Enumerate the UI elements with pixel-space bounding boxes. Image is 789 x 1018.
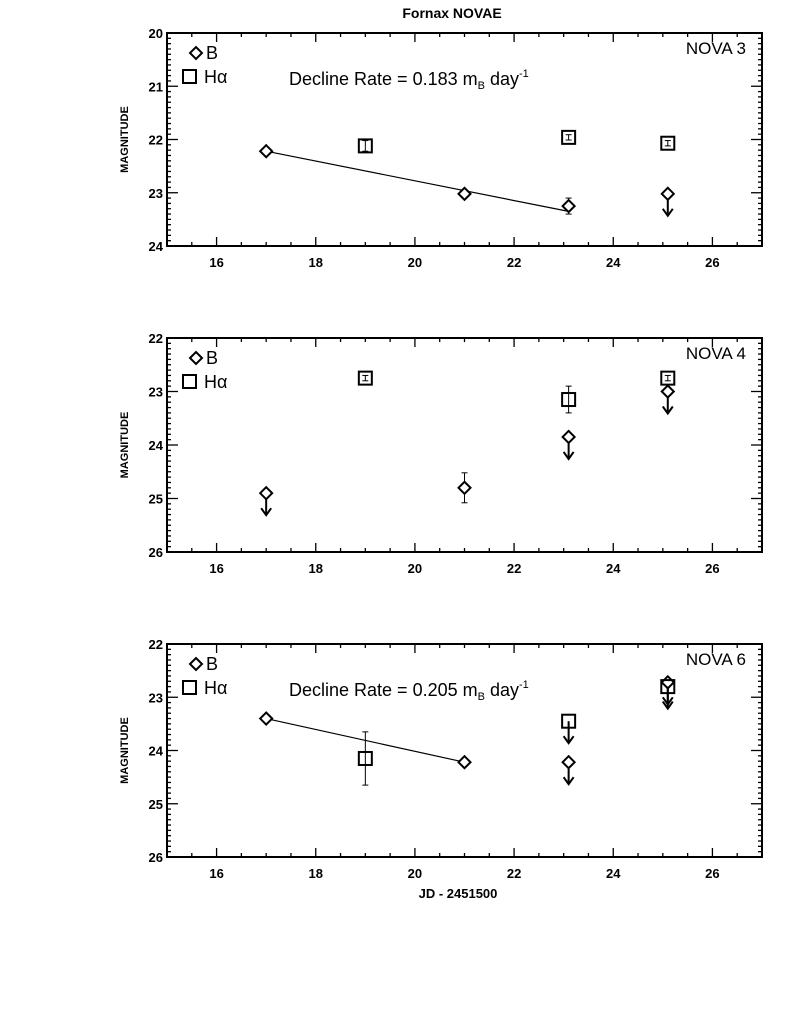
panel-2: 16 18 20 22 24 26 22 23 24 25 26 MAGNITUDE NOVA 4 B Hα: [119, 331, 763, 576]
legend-label-b: B: [206, 654, 218, 674]
x-tick-label: 18: [309, 255, 323, 270]
x-tick-label: 24: [606, 561, 621, 576]
legend-square-marker: [182, 374, 197, 389]
legend-diamond-marker: [188, 350, 204, 366]
b-point: [258, 143, 274, 159]
x-tick-label: 18: [309, 866, 323, 881]
upper-limit-arrowhead: [260, 507, 272, 517]
b-point: [660, 674, 676, 690]
y-tick-label: 25: [149, 797, 163, 812]
b-point: [660, 384, 676, 399]
x-tick-label: 20: [408, 866, 422, 881]
upper-limit-arrowhead: [661, 405, 674, 416]
y-axis-label: MAGNITUDE: [119, 717, 131, 784]
b-point: [660, 186, 676, 202]
b-point: [457, 754, 472, 770]
halpha-point: [561, 713, 577, 729]
halpha-point: [660, 135, 676, 151]
halpha-point: [357, 138, 373, 154]
y-tick-label: 23: [149, 385, 163, 400]
b-point: [561, 754, 577, 770]
y-tick-label: 22: [149, 133, 163, 148]
b-point: [258, 485, 274, 501]
upper-limit-arrowhead: [562, 451, 575, 461]
upper-limit-arrowhead: [661, 701, 674, 711]
y-tick-label: 25: [149, 492, 163, 507]
y-tick-label: 23: [149, 186, 163, 201]
halpha-point: [357, 370, 373, 386]
x-axis-label: JD - 2451500: [419, 886, 498, 901]
panel-label: NOVA 6: [686, 650, 746, 669]
decline-rate-text: Decline Rate = 0.205 mB day-1: [289, 679, 529, 703]
fit-line: [266, 150, 569, 212]
halpha-point: [357, 750, 373, 766]
legend-square-marker: [182, 680, 197, 695]
y-tick-label: 22: [149, 637, 163, 652]
y-tick-label: 22: [149, 331, 163, 346]
x-tick-label: 24: [606, 255, 621, 270]
b-point: [561, 198, 577, 214]
x-tick-label: 22: [507, 561, 521, 576]
x-tick-label: 20: [408, 561, 422, 576]
plot-frame: [166, 643, 763, 858]
panel-label: NOVA 4: [686, 344, 746, 363]
b-point: [457, 480, 472, 496]
y-tick-label: 26: [149, 850, 163, 865]
legend-label-b: B: [206, 43, 218, 63]
y-axis-label: MAGNITUDE: [119, 412, 131, 479]
x-tick-label: 24: [606, 866, 621, 881]
y-tick-label: 26: [149, 545, 163, 560]
panel-3: 16 18 20 22 24 26 22 23 24 25 26 MAGNITUDE NOVA 6 B Hα…: [119, 637, 763, 881]
x-tick-label: 22: [507, 866, 521, 881]
halpha-point: [561, 129, 577, 145]
x-tick-label: 22: [507, 255, 521, 270]
panel-label: NOVA 3: [686, 39, 746, 58]
x-tick-label: 26: [705, 255, 719, 270]
x-tick-label: 16: [209, 561, 223, 576]
legend-label-b: B: [206, 348, 218, 368]
upper-limit-arrowhead: [562, 776, 575, 786]
y-tick-label: 20: [149, 26, 163, 41]
plot-frame: [166, 337, 763, 553]
legend-diamond-marker: [188, 45, 204, 61]
halpha-point: [660, 370, 676, 386]
upper-limit-arrowhead: [661, 208, 674, 218]
panel-1: 16 18 20 22 24 26 20 21 22 23 24 MAGNITUDE NOVA 3 B Hα…: [119, 26, 763, 270]
halpha-point: [660, 679, 676, 695]
legend-diamond-marker: [188, 656, 204, 672]
x-tick-label: 16: [209, 866, 223, 881]
upper-limit-arrowhead: [562, 735, 575, 745]
b-point: [561, 429, 577, 445]
halpha-point: [561, 392, 577, 408]
x-tick-label: 20: [408, 255, 422, 270]
b-point: [258, 711, 274, 726]
x-tick-label: 26: [705, 866, 719, 881]
legend-square-marker: [182, 69, 197, 84]
decline-rate-text: Decline Rate = 0.183 mB day-1: [289, 68, 529, 92]
figure-title: Fornax NOVAE: [402, 5, 501, 21]
y-tick-label: 24: [149, 438, 164, 453]
x-tick-label: 16: [209, 255, 223, 270]
panels: 16 18 20 22 24 26 20 21 22 23 24 MAGNITUDE NOVA 3 B Hα…: [119, 26, 763, 881]
x-tick-label: 18: [309, 561, 323, 576]
legend-label-halpha: Hα: [204, 678, 227, 698]
y-tick-label: 23: [149, 690, 163, 705]
x-tick-label: 26: [705, 561, 719, 576]
y-axis-label: MAGNITUDE: [119, 106, 131, 173]
plot-frame: [166, 32, 763, 247]
b-point: [457, 186, 472, 202]
y-tick-label: 24: [149, 239, 164, 254]
y-tick-label: 21: [149, 79, 163, 94]
legend-label-halpha: Hα: [204, 372, 227, 392]
y-tick-label: 24: [149, 744, 164, 759]
legend-label-halpha: Hα: [204, 67, 227, 87]
